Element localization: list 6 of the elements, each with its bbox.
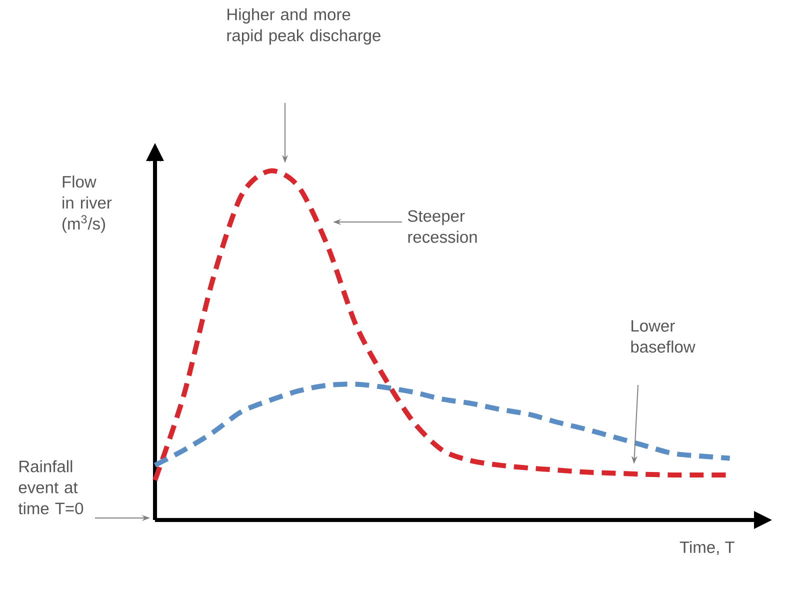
y-axis-title: Flow in river (m$^{3}$/s) (62, 176, 112, 233)
annotation: Steeper recession (408, 210, 477, 243)
text: Rainfall event at time T=0 (18, 460, 84, 514)
x-axis-title: Time, T (680, 540, 734, 556)
text: Higher and more rapid peak discharge (227, 8, 380, 45)
annotation: Lower baseflow (631, 320, 696, 353)
